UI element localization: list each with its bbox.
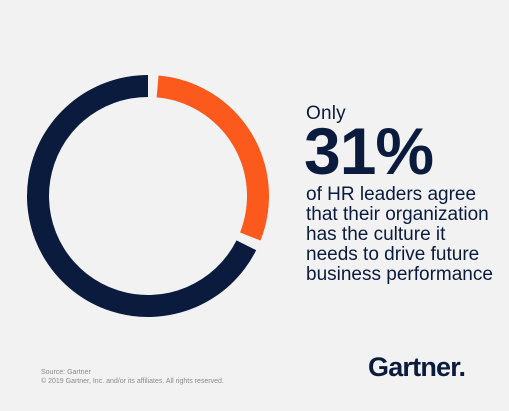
source-text: Source: Gartner xyxy=(41,369,91,376)
description-line: has the culture it xyxy=(306,224,446,245)
description-line: of HR leaders agree xyxy=(306,184,477,205)
gartner-logo: Gartner. xyxy=(368,352,466,382)
donut-slice-agree xyxy=(156,75,270,241)
description-line: business performance xyxy=(306,264,493,285)
description-line: that their organization xyxy=(306,204,489,225)
description-line: needs to drive future xyxy=(306,244,480,265)
copyright-text: © 2019 Gartner, Inc. and/or its affiliat… xyxy=(41,378,224,385)
headline-intro: Only xyxy=(306,103,346,124)
headline-description: of HR leaders agree that their organizat… xyxy=(306,185,496,285)
source-note: Source: Gartner © 2019 Gartner, Inc. and… xyxy=(41,368,224,386)
headline-percentage: 31% xyxy=(304,114,434,188)
